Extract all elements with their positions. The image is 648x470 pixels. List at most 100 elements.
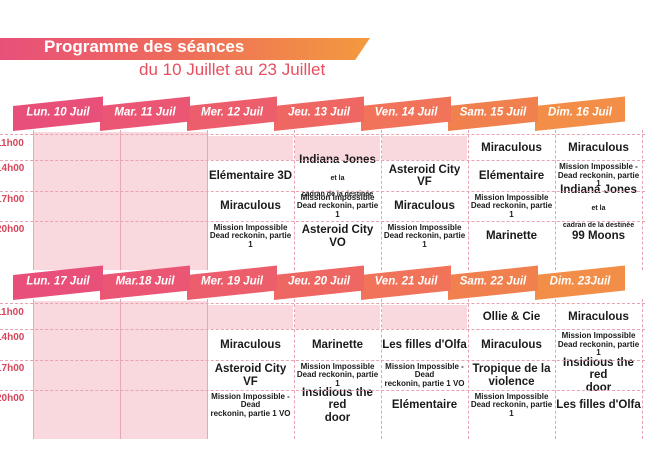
movie-title: Miraculous [394, 200, 455, 213]
screening-cell: 99 Moons [556, 222, 641, 251]
row-divider [0, 360, 645, 361]
screening-cell: Miraculous [208, 330, 293, 360]
day-tab: Jeu. 13 Juil [274, 96, 364, 131]
screening-cell: Mission Impossible Dead reckonin, partie … [469, 192, 554, 221]
closed-day [33, 301, 120, 439]
movie-title: Elémentaire [478, 169, 545, 182]
screening-cell: Indiana Jones et la cadran de la destinée [556, 184, 641, 229]
movie-title: Asteroid City VO [301, 224, 374, 249]
screening-cell: Miraculous [556, 305, 641, 329]
day-label: Mar.18 Juil [115, 275, 175, 288]
day-tab: Sam. 15 Juil [448, 96, 538, 131]
movie-title: Miraculous [568, 310, 629, 323]
day-label: Sam. 15 Juil [459, 106, 527, 119]
movie-title: Miraculous [568, 141, 629, 154]
time-label: 20h00 [0, 393, 25, 404]
row-divider [0, 191, 645, 192]
movie-title: Mission Impossible Dead reckonin, partie … [296, 361, 379, 388]
empty-slot [382, 136, 467, 160]
column-divider [120, 130, 121, 270]
row-divider [0, 160, 645, 161]
time-label: 17h00 [0, 363, 25, 374]
screening-cell: Insidious the red door [295, 387, 380, 423]
screening-cell: Miraculous [556, 136, 641, 160]
day-label: Sam. 22 Juil [459, 275, 527, 288]
time-label: 14h00 [0, 163, 25, 174]
column-divider [381, 130, 382, 270]
page-subtitle: du 10 Juillet au 23 Juillet [139, 60, 326, 79]
screening-cell: Miraculous [208, 192, 293, 221]
movie-title: Indiana Jones et la cadran de la destinée [299, 153, 376, 199]
screening-cell: Mission Impossible - Dead reckonin, parti… [208, 391, 293, 420]
movie-title: Les filles d'Olfa [382, 338, 467, 351]
day-tab: Jeu. 20 Juil [274, 265, 364, 300]
movie-title: Ollie & Cie [482, 310, 541, 323]
column-divider [468, 299, 469, 439]
screening-cell: Asteroid City VF [382, 161, 467, 191]
screening-cell: Marinette [469, 222, 554, 251]
movie-title: Asteroid City VF [388, 163, 461, 188]
week-grid: Lun. 10 Juil Mar. 11 Juil Mer. 12 Juil Jeu.… [0, 96, 648, 270]
movie-title: 99 Moons [571, 230, 626, 243]
column-divider [207, 299, 208, 439]
time-label: 11h00 [0, 138, 24, 149]
screening-cell: Les filles d'Olfa [382, 330, 467, 360]
day-label: Jeu. 20 Juil [287, 275, 350, 288]
movie-title: Marinette [311, 338, 364, 351]
column-divider [381, 299, 382, 439]
screening-cell: Mission Impossible Dead reckonin, partie … [556, 330, 641, 360]
column-divider [555, 299, 556, 439]
screening-cell: Marinette [295, 330, 380, 360]
row-divider [0, 303, 645, 304]
screening-cell: Mission Impossible - Dead reckonin, parti… [382, 361, 467, 390]
movie-title: Marinette [485, 230, 538, 243]
screening-cell: Ollie & Cie [469, 305, 554, 329]
movie-title: Mission Impossible Dead reckonin, partie … [209, 222, 292, 249]
day-tab: Mer. 12 Juil [187, 96, 277, 131]
row-divider [0, 390, 645, 391]
screening-cell: Les filles d'Olfa [556, 391, 641, 420]
screening-cell: Mission Impossible Dead reckonin, partie … [295, 192, 380, 221]
time-label: 20h00 [0, 224, 25, 235]
screening-cell: Asteroid City VF [208, 361, 293, 390]
day-label: Mer. 19 Juil [200, 275, 263, 288]
day-tab: Ven. 14 Juil [361, 96, 451, 131]
column-divider [642, 299, 643, 439]
row-divider [0, 221, 645, 222]
day-tab: Mar.18 Juil [100, 265, 190, 300]
movie-title: Mission Impossible Dead reckonin, partie … [470, 391, 553, 418]
title-bar [0, 38, 370, 60]
column-divider [207, 130, 208, 270]
day-tab: Mar. 11 Juil [100, 96, 190, 131]
movie-title: Mission Impossible - Dead reckonin, parti… [384, 361, 465, 388]
screening-cell: Elémentaire 3D [208, 161, 293, 191]
movie-title: Insidious the red door [302, 387, 373, 424]
day-label: Lun. 10 Juil [26, 106, 90, 119]
column-divider [33, 130, 34, 270]
column-divider [642, 130, 643, 270]
row-divider [0, 134, 645, 135]
screening-cell: Mission Impossible Dead reckonin, partie … [382, 222, 467, 251]
screening-cell: Mission Impossible Dead reckonin, partie … [295, 361, 380, 390]
day-label: Dim. 23Juil [549, 275, 611, 288]
screening-cell: Indiana Jones et la cadran de la destinée [295, 154, 380, 199]
day-tab: Sam. 22 Juil [448, 265, 538, 300]
page-title: Programme des séances [44, 37, 245, 56]
movie-title: Elémentaire [391, 399, 458, 412]
movie-title: Miraculous [220, 200, 281, 213]
movie-title: Miraculous [481, 141, 542, 154]
empty-slot [208, 305, 293, 329]
movie-title: Les filles d'Olfa [556, 399, 641, 412]
screening-cell: Asteroid City VO [295, 222, 380, 251]
screening-cell: Elémentaire [469, 161, 554, 191]
day-label: Dim. 16 Juil [548, 106, 612, 119]
week-grid: Lun. 17 Juil Mar.18 Juil Mer. 19 Juil Jeu. … [0, 265, 648, 439]
day-label: Ven. 14 Juil [374, 106, 438, 119]
day-tab: Ven. 21 Juil [361, 265, 451, 300]
empty-slot [208, 136, 293, 160]
column-divider [468, 130, 469, 270]
screening-cell: Tropique de la violence [469, 361, 554, 390]
closed-day [120, 132, 207, 270]
screening-cell: Insidious the red door [556, 357, 641, 393]
screening-cell: Elémentaire [382, 391, 467, 420]
